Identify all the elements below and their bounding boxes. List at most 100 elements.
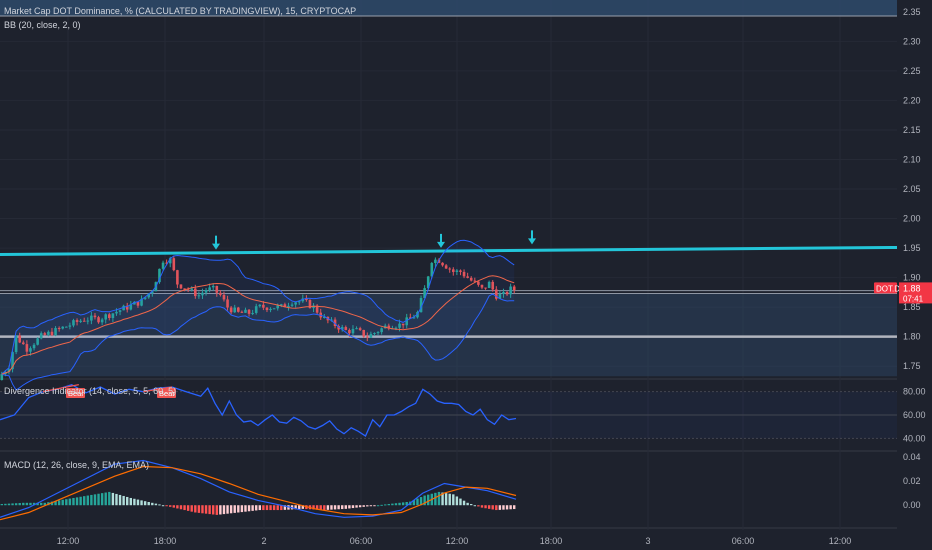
- candle-body: [147, 293, 151, 298]
- bear-label: [66, 388, 85, 398]
- macd-histogram-bar: [495, 505, 498, 511]
- macd-histogram-bar: [186, 505, 190, 511]
- candle-body: [398, 323, 401, 328]
- candle-body: [434, 259, 437, 264]
- macd-histogram-bar: [405, 502, 408, 506]
- candle-body: [441, 262, 444, 266]
- candle-body: [129, 304, 133, 310]
- macd-histogram-bar: [104, 492, 107, 506]
- macd-histogram-bar: [229, 505, 233, 514]
- candle-body: [323, 316, 326, 318]
- time-axis-tick: 18:00: [540, 536, 563, 546]
- candle-body: [423, 288, 426, 299]
- candle-body: [179, 284, 183, 289]
- rsi-axis-tick: 60.00: [903, 410, 926, 420]
- macd-histogram-bar: [262, 505, 265, 511]
- candle-body: [136, 301, 140, 306]
- price-axis-tick: 2.30: [903, 36, 921, 46]
- macd-histogram-bar: [93, 494, 97, 506]
- macd-histogram-bar: [477, 505, 480, 507]
- candle-body: [290, 304, 294, 306]
- macd-histogram-bar: [269, 505, 272, 511]
- bb-indicator-label[interactable]: BB (20, close, 2, 0): [4, 20, 81, 30]
- macd-histogram-bar: [151, 502, 154, 506]
- macd-histogram-bar: [29, 502, 32, 506]
- candle-body: [68, 325, 72, 327]
- candle-body: [276, 305, 280, 309]
- candle-body: [473, 280, 477, 282]
- candle-body: [36, 338, 39, 345]
- candle-body: [280, 304, 283, 306]
- candle-body: [308, 300, 312, 309]
- macd-histogram-bar: [376, 505, 380, 507]
- candle-body: [340, 327, 344, 330]
- candle-body: [82, 320, 86, 322]
- bar-countdown: 07:41: [903, 294, 924, 303]
- macd-histogram-bar: [61, 499, 64, 506]
- candle-body: [118, 310, 122, 312]
- candle-body: [355, 328, 358, 330]
- macd-histogram-bar: [298, 505, 301, 510]
- candle-body: [158, 268, 161, 283]
- macd-histogram-bar: [197, 505, 201, 513]
- macd-histogram-bar: [140, 500, 143, 506]
- macd-histogram-bar: [498, 505, 502, 510]
- macd-histogram-bar: [75, 497, 79, 506]
- candle-body: [18, 335, 22, 343]
- signal-line: [0, 465, 517, 521]
- candle-body: [480, 284, 484, 288]
- candle-body: [452, 269, 455, 272]
- macd-histogram-bar: [480, 505, 484, 508]
- macd-indicator-label[interactable]: MACD (12, 26, close, 9, EMA, EMA): [4, 460, 150, 470]
- macd-histogram-bar: [301, 505, 304, 509]
- candle-body: [72, 320, 75, 326]
- down-arrow-icon: [212, 243, 220, 250]
- candle-body: [495, 289, 498, 299]
- candle-body: [412, 317, 416, 319]
- macd-histogram-bar: [212, 505, 215, 515]
- macd-histogram-bar: [434, 492, 437, 506]
- divergence-indicator-label[interactable]: Divergence Indicator (14, close, 5, 5, 6…: [4, 386, 177, 396]
- candle-body: [75, 320, 79, 322]
- candle-body: [258, 304, 262, 307]
- macd-histogram-bar: [161, 505, 165, 507]
- macd-histogram-bar: [341, 505, 344, 510]
- candle-body: [244, 309, 247, 313]
- candle-body: [254, 306, 258, 313]
- candle-body: [305, 298, 308, 301]
- macd-histogram-bar: [319, 505, 322, 510]
- macd-histogram-bar: [208, 505, 211, 515]
- macd-histogram-bar: [50, 501, 54, 506]
- bear-divergence-line: [42, 384, 79, 393]
- candle-body: [247, 309, 251, 314]
- candle-body: [165, 262, 168, 264]
- candle-body: [211, 285, 215, 288]
- macd-histogram-bar: [215, 505, 218, 515]
- candle-body: [11, 352, 14, 370]
- macd-histogram-bar: [470, 504, 473, 506]
- macd-histogram-bar: [226, 505, 229, 514]
- macd-histogram-bar: [68, 498, 72, 506]
- candle-body: [455, 270, 459, 272]
- candle-body: [97, 317, 100, 323]
- macd-histogram-bar: [126, 496, 129, 506]
- macd-histogram-bar: [491, 505, 494, 510]
- macd-histogram-bar: [444, 493, 448, 506]
- macd-histogram-bar: [233, 505, 236, 513]
- macd-histogram-bar: [201, 505, 204, 514]
- candle-body: [172, 258, 176, 271]
- macd-histogram-bar: [172, 505, 175, 508]
- candle-body: [491, 281, 495, 290]
- macd-histogram-bar: [83, 496, 86, 506]
- candle-body: [65, 326, 68, 328]
- chart-title: Market Cap DOT Dominance, % (CALCULATED …: [4, 6, 357, 16]
- macd-histogram-bar: [337, 505, 340, 510]
- macd-histogram-bar: [14, 503, 18, 506]
- macd-histogram-bar: [65, 499, 68, 506]
- macd-histogram-bar: [86, 495, 89, 506]
- price-axis-tick: 2.25: [903, 66, 921, 76]
- candle-body: [14, 335, 18, 353]
- macd-histogram-bar: [455, 496, 459, 506]
- candle-body: [502, 292, 505, 294]
